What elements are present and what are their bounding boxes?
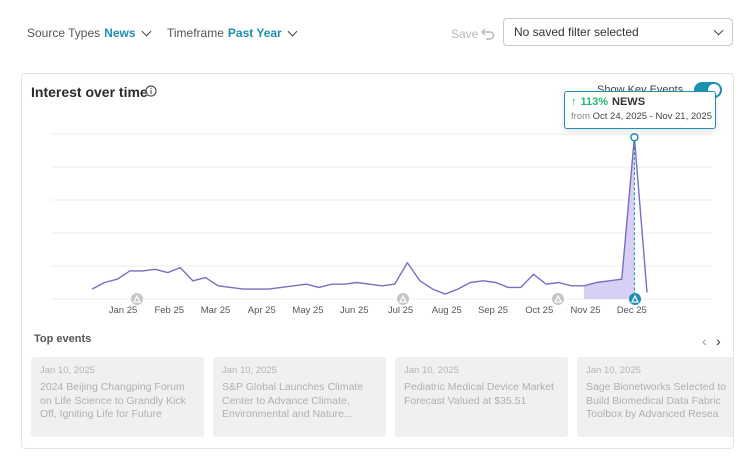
event-date: Jan 10, 2025 [40,365,95,376]
chevron-down-icon [713,25,724,35]
x-tick-label: Apr 25 [248,305,276,316]
event-date: Jan 10, 2025 [586,365,641,376]
x-tick-label: Dec 25 [617,305,647,316]
x-tick-label: Jun 25 [340,305,369,316]
event-date: Jan 10, 2025 [222,365,277,376]
key-event-icon [631,294,639,303]
key-event-icon [133,294,141,303]
interest-chart: Jan 25 Feb 25 Mar 25 Apr 25 May 25 Jun 25 Jul … [52,133,712,316]
event-card[interactable]: Jan 10, 2025 Sage Bionetworks Selected t… [577,357,733,437]
save-button[interactable]: Save [451,27,479,41]
chevron-down-icon [287,26,298,36]
timeframe-label: Timeframe [167,26,224,40]
x-tick-label: May 25 [292,305,323,316]
tooltip-source: NEWS [612,96,646,108]
event-card[interactable]: Jan 10, 2025 S&P Global Launches Climate… [213,357,386,437]
x-tick-label: Aug 25 [432,305,462,316]
undo-icon[interactable] [480,25,496,41]
timeframe-value: Past Year [227,26,282,40]
timeframe-filter[interactable]: Timeframe Past Year [167,26,298,40]
card-title: Interest over time [31,84,148,100]
x-tick-label: Feb 25 [154,305,184,316]
tooltip-range: Oct 24, 2025 - Nov 21, 2025 [592,111,712,122]
chevron-down-icon [141,26,151,36]
interest-over-time-card: Jan 25 Feb 25 Mar 25 Apr 25 May 25 Jun 25 Jul … [21,73,734,449]
x-tick-label: Oct 25 [525,305,553,316]
x-tick-label: Mar 25 [201,305,231,316]
arrow-up-icon: ↑ [571,96,577,108]
x-tick-label: Jul 25 [388,305,413,316]
key-event-icon [554,294,562,303]
x-tick-label: Sep 25 [478,305,508,316]
event-title: 2024 Beijing Changping Forum on Life Sci… [40,381,186,420]
source-types-label: Source Types [27,26,101,40]
chart-tooltip: ↑ 113% NEWS from Oct 24, 2025 - Nov 21, … [564,91,716,129]
tooltip-percent: 113% [580,96,609,108]
event-card[interactable]: Jan 10, 2025 2024 Beijing Changping Foru… [31,357,204,437]
saved-filter-value: No saved filter selected [514,25,639,39]
saved-filter-select[interactable]: No saved filter selected [503,18,733,46]
event-card[interactable]: Jan 10, 2025 Pediatric Medical Device Ma… [395,357,568,437]
event-title: Pediatric Medical Device Market Forecast… [404,381,554,407]
highlight-area [583,137,635,299]
event-title: S&P Global Launches Climate Center to Ad… [222,381,364,420]
x-tick-label: Nov 25 [570,305,600,316]
highlight-point [630,133,639,142]
key-event-icon [399,294,407,303]
info-icon[interactable] [145,85,157,97]
series-line [91,136,648,295]
source-types-filter[interactable]: Source Types News [27,26,151,40]
tooltip-from-label: from [571,111,590,122]
chevron-left-icon[interactable]: ‹ [702,333,707,349]
event-date: Jan 10, 2025 [404,365,459,376]
chevron-right-icon[interactable]: › [716,333,721,349]
source-types-value: News [104,26,136,40]
event-title: Sage Bionetworks Selected to Build Biome… [586,381,727,420]
top-events-title: Top events [34,333,92,345]
x-tick-label: Jan 25 [109,305,138,316]
